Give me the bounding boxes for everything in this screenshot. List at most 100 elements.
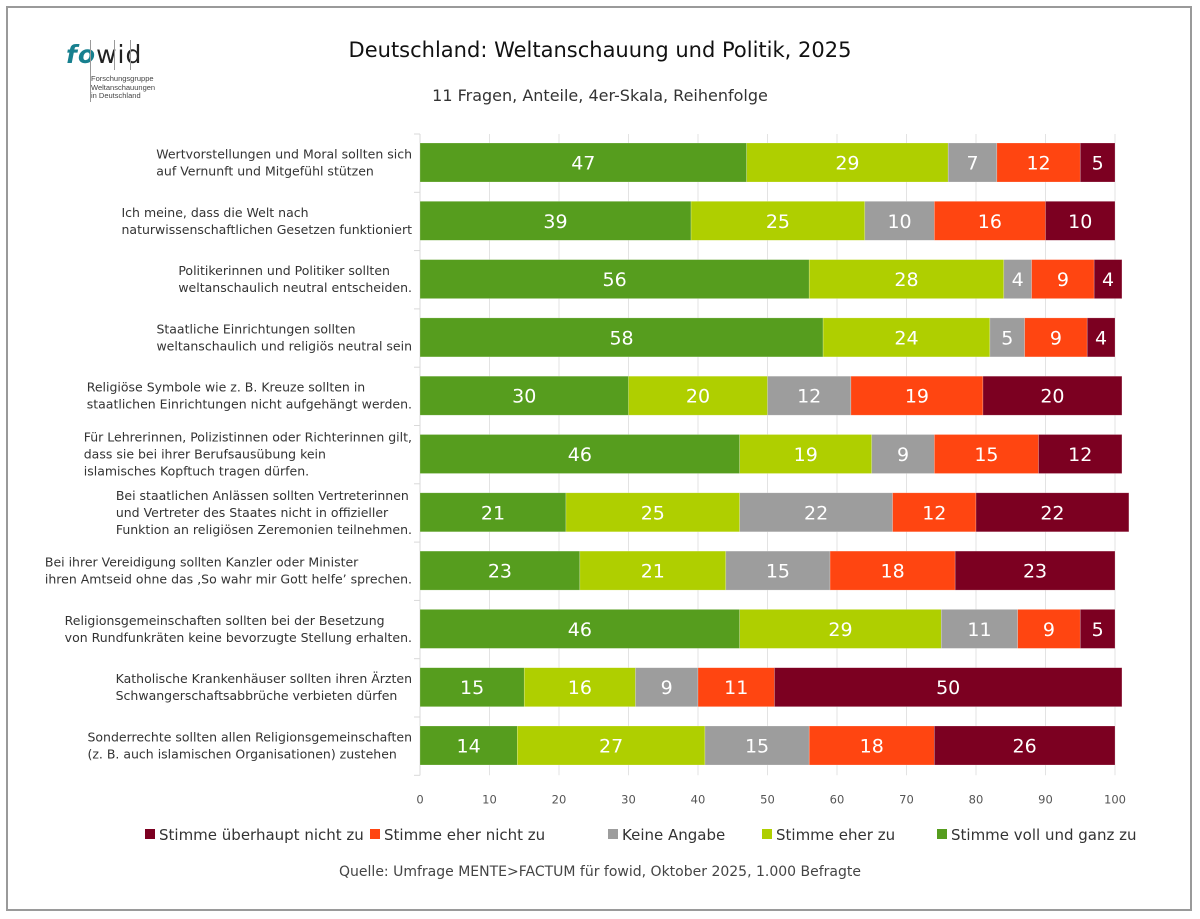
category-label: Politikerinnen und Politiker sollten welt… — [178, 263, 412, 295]
category-label-line: weltanschaulich und religiös neutral sei… — [156, 338, 412, 353]
data-label: 5 — [1092, 619, 1104, 641]
x-tick-label: 80 — [969, 792, 984, 806]
category-label-line: Für Lehrerinnen, Polizistinnen oder Rich… — [84, 430, 412, 445]
data-label: 12 — [922, 502, 946, 524]
data-label: 46 — [568, 619, 592, 641]
category-label-line: Religiöse Symbole wie z. B. Kreuze sollt… — [87, 380, 366, 395]
legend-swatch — [145, 829, 155, 839]
category-label-line: ihren Amtseid ohne das ‚So wahr mir Gott… — [45, 572, 412, 587]
bar-segment-stimme-eher-zu — [516, 725, 706, 766]
data-label: 56 — [603, 269, 627, 291]
bar-segment-keine-angabe — [767, 375, 852, 416]
data-label: 7 — [966, 153, 978, 175]
bar-segment-stimme-überhaupt-nicht-zu — [774, 667, 1123, 708]
data-label: 11 — [724, 677, 748, 699]
category-label-line: Bei staatlichen Anlässen sollten Vertret… — [116, 488, 409, 503]
category-label-line: Katholische Krankenhäuser sollten ihren … — [116, 671, 412, 686]
bar-segment-keine-angabe — [739, 492, 893, 533]
logo-wid: wid — [96, 40, 143, 69]
bar-segment-stimme-eher-nicht-zu — [933, 201, 1046, 241]
category-label: Für Lehrerinnen, Polizistinnen oder Rich… — [84, 430, 412, 479]
chart-title: Deutschland: Weltanschauung und Politik,… — [348, 38, 852, 62]
category-label: Religionsgemeinschaften sollten bei der … — [65, 613, 412, 645]
legend-swatch — [608, 829, 618, 839]
data-label: 18 — [881, 561, 905, 583]
bar-segment-stimme-eher-nicht-zu — [1017, 609, 1081, 649]
data-label: 21 — [481, 502, 505, 524]
category-label-line: staatlichen Einrichtungen nicht aufgehän… — [87, 397, 412, 412]
bar-segment-stimme-eher-nicht-zu — [808, 725, 935, 766]
bars: 47 29 7 12 5 39 25 10 16 10 56 28 4 9 4 58 24 5 9 4 30 20 12 19… — [419, 142, 1130, 766]
legend-swatch — [370, 829, 380, 839]
x-tick-label: 0 — [416, 792, 423, 806]
legend-swatch — [937, 829, 947, 839]
bar-segment-stimme-überhaupt-nicht-zu — [1038, 434, 1123, 474]
data-label: 22 — [1040, 502, 1064, 524]
data-label: 21 — [641, 561, 665, 583]
data-label: 15 — [745, 736, 769, 758]
bar-segment-stimme-eher-zu — [565, 492, 741, 533]
data-label: 11 — [967, 619, 991, 641]
category-label-line: Staatliche Einrichtungen sollten — [156, 321, 355, 336]
data-label: 26 — [1013, 736, 1037, 758]
x-tick-label: 10 — [482, 792, 497, 806]
bar-segment-stimme-eher-nicht-zu — [1031, 259, 1095, 299]
bar-segment-stimme-eher-zu — [739, 434, 873, 474]
data-label: 12 — [797, 386, 821, 408]
logo-divider — [114, 40, 115, 70]
data-label: 30 — [512, 386, 536, 408]
category-label: Wertvorstellungen und Moral sollten sich… — [156, 147, 412, 179]
data-label: 15 — [974, 444, 998, 466]
category-label-line: islamisches Kopftuch tragen dürfen. — [84, 464, 309, 479]
data-label: 5 — [1092, 153, 1104, 175]
data-label: 46 — [568, 444, 592, 466]
data-label: 19 — [905, 386, 929, 408]
category-labels: Wertvorstellungen und Moral sollten sich… — [45, 147, 412, 762]
bar-segment-stimme-eher-nicht-zu — [933, 434, 1039, 474]
data-label: 23 — [488, 561, 512, 583]
data-label: 28 — [894, 269, 918, 291]
data-label: 47 — [571, 153, 595, 175]
legend-label: Stimme überhaupt nicht zu — [159, 826, 364, 844]
bar-segment-stimme-voll-und-ganz-zu — [419, 434, 741, 474]
bar-segment-keine-angabe — [864, 201, 935, 241]
x-tick-label: 70 — [899, 792, 914, 806]
bar-segment-keine-angabe — [989, 317, 1025, 358]
logo-divider — [90, 40, 91, 102]
category-label-line: von Rundfunkräten keine bevorzugte Stell… — [65, 630, 412, 645]
bar-segment-keine-angabe — [947, 142, 998, 183]
bar-segment-stimme-voll-und-ganz-zu — [419, 259, 810, 299]
category-label-line: dass sie bei ihrer Berufsausübung kein — [84, 447, 326, 462]
category-label: Bei ihrer Vereidigung sollten Kanzler od… — [45, 555, 412, 587]
legend-label: Stimme eher zu — [776, 826, 896, 844]
x-tick-label: 40 — [691, 792, 706, 806]
legend-item: Stimme voll und ganz zu — [937, 826, 1137, 844]
bar-segment-stimme-voll-und-ganz-zu — [419, 667, 525, 708]
legend-item: Keine Angabe — [608, 826, 725, 844]
bar-segment-stimme-voll-und-ganz-zu — [419, 609, 741, 649]
data-label: 12 — [1068, 444, 1092, 466]
bar-segment-stimme-überhaupt-nicht-zu — [982, 375, 1123, 416]
data-label: 27 — [599, 736, 623, 758]
data-label: 25 — [641, 502, 665, 524]
chart-subtitle: 11 Fragen, Anteile, 4er-Skala, Reihenfol… — [432, 86, 768, 105]
category-label-line: Ich meine, dass die Welt nach — [121, 205, 308, 220]
bar-segment-stimme-eher-zu — [739, 609, 942, 649]
category-label: Katholische Krankenhäuser sollten ihren … — [116, 671, 412, 703]
category-label: Ich meine, dass die Welt nach naturwissen… — [121, 205, 412, 237]
x-axis-ticks: 0 10 20 30 40 50 60 70 80 90 100 — [416, 792, 1126, 806]
data-label: 24 — [894, 327, 918, 349]
category-label-line: naturwissenschaftlichen Gesetzen funktio… — [121, 222, 412, 237]
data-label: 16 — [978, 211, 1002, 233]
data-label: 4 — [1095, 327, 1107, 349]
category-label: Religiöse Symbole wie z. B. Kreuze sollt… — [87, 380, 412, 412]
data-label: 9 — [1043, 619, 1055, 641]
x-tick-label: 90 — [1038, 792, 1053, 806]
data-label: 5 — [1001, 327, 1013, 349]
category-label: Sonderrechte sollten allen Religionsgeme… — [87, 730, 412, 762]
data-label: 29 — [828, 619, 852, 641]
data-label: 16 — [568, 677, 592, 699]
bar-segment-stimme-eher-zu — [822, 317, 991, 358]
data-label: 10 — [887, 211, 911, 233]
source-note: Quelle: Umfrage MENTE>FACTUM für fowid, … — [339, 864, 861, 880]
